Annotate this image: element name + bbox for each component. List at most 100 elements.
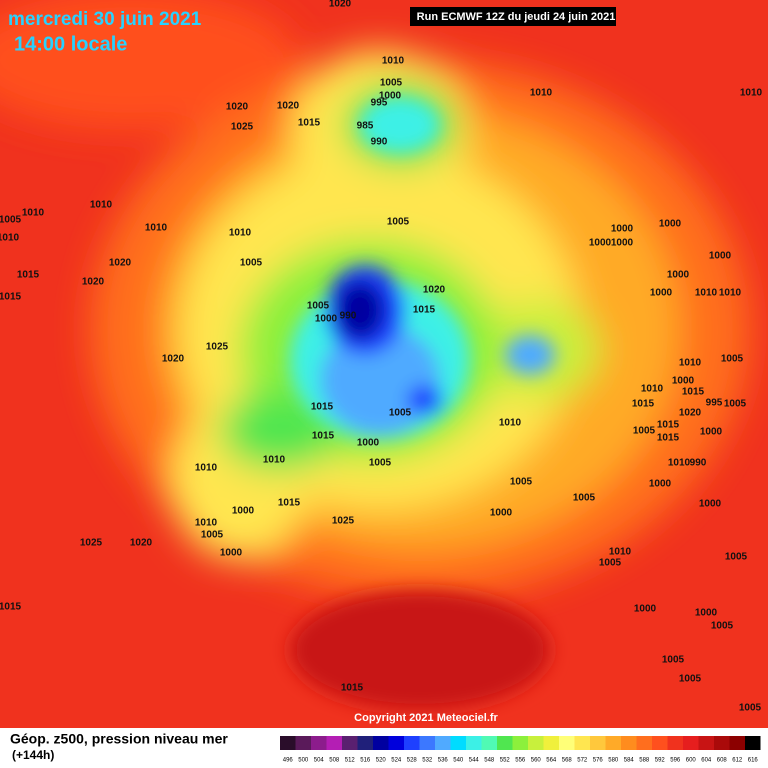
isobar-label: 1005 (510, 477, 533, 488)
isobar-label: 1000 (611, 238, 634, 249)
isobar-label: 1020 (679, 408, 702, 419)
isobar-label: 1005 (662, 655, 685, 666)
scale-swatch (373, 736, 389, 750)
isobar-label: 1020 (162, 354, 185, 365)
isobar-label: 985 (357, 121, 374, 132)
scale-label: 616 (748, 758, 759, 764)
scale-label: 512 (345, 758, 356, 764)
scale-label: 568 (562, 758, 573, 764)
time: 14:00 locale (14, 33, 127, 55)
isobar-label: 1010 (641, 384, 664, 395)
scale-swatch (435, 736, 451, 750)
isobar-label: 1000 (667, 270, 690, 281)
isobar-label: 1010 (695, 288, 718, 299)
isobar-label: 1020 (329, 0, 352, 10)
isobar-label: 1005 (599, 558, 622, 569)
scale-label: 608 (717, 758, 728, 764)
color-scale: 496 500 504 508 512 516 520 524 528 532 536 540 544 5… (280, 736, 761, 764)
scale-label: 504 (314, 758, 325, 764)
scale-label: 572 (577, 758, 588, 764)
isobar-label: 1020 (277, 101, 300, 112)
isobar-label: 1025 (332, 516, 355, 527)
isobar-label: 1005 (201, 530, 224, 541)
scale-label: 548 (484, 758, 495, 764)
scale-swatch (326, 736, 342, 750)
lead-time: (+144h) (12, 748, 54, 762)
isobar-label: 1025 (231, 122, 254, 133)
isobar-label: 1015 (311, 402, 334, 413)
isobar-label: 1000 (650, 288, 673, 299)
isobar-label: 1020 (423, 285, 446, 296)
isobar-label: 995 (371, 98, 388, 109)
isobar-label: 1000 (659, 219, 682, 230)
scale-swatch (295, 736, 311, 750)
scale-swatch (698, 736, 714, 750)
run-box (410, 7, 616, 26)
scale-swatch (512, 736, 528, 750)
scale-label: 592 (655, 758, 666, 764)
scale-swatch (466, 736, 482, 750)
scale-swatch (404, 736, 420, 750)
isobar-label: 1005 (739, 703, 762, 714)
isobar-label: 1000 (490, 508, 513, 519)
isobar-label: 1010 (530, 88, 553, 99)
isobar-label: 1010 (90, 200, 113, 211)
isobar-label: 1010 (229, 228, 252, 239)
isobar-label: 1010 (668, 458, 691, 469)
isobar-label: 1005 (573, 493, 596, 504)
isobar-label: 1010 (0, 233, 20, 244)
isobar-label: 1000 (357, 438, 380, 449)
isobar-label: 1000 (315, 314, 338, 325)
isobar-label: 1015 (341, 683, 364, 694)
isobar-label: 1025 (206, 342, 229, 353)
isobar-label: 1010 (195, 463, 218, 474)
scale-label: 532 (422, 758, 433, 764)
isobar-label: 1000 (232, 506, 255, 517)
scale-swatch (280, 736, 296, 750)
isobar-label: 1005 (721, 354, 744, 365)
isobar-label: 1015 (632, 399, 655, 410)
isobar-label: 1020 (82, 277, 105, 288)
scale-swatch (450, 736, 466, 750)
scale-label: 508 (329, 758, 340, 764)
isobar-label: 1020 (130, 538, 153, 549)
scale-swatch (745, 736, 761, 750)
copyright: Copyright 2021 Meteociel.fr (354, 712, 498, 724)
scale-swatch (621, 736, 637, 750)
isobar-label: 1000 (220, 548, 243, 559)
isobar-label: 1015 (413, 305, 436, 316)
isobar-label: 1005 (725, 552, 748, 563)
scale-label: 604 (701, 758, 712, 764)
scale-label: 580 (608, 758, 619, 764)
scale-label: 552 (500, 758, 511, 764)
scale-label: 536 (438, 758, 449, 764)
isobar-label: 1025 (80, 538, 103, 549)
scale-label: 600 (686, 758, 697, 764)
isobar-label: 1005 (240, 258, 263, 269)
field (0, 0, 768, 728)
scale-label: 596 (670, 758, 681, 764)
scale-swatch (636, 736, 652, 750)
scale-swatch (543, 736, 559, 750)
isobar-label: 1000 (695, 608, 718, 619)
isobar-label: 1010 (263, 455, 286, 466)
scale-swatch (590, 736, 606, 750)
isobar-label: 990 (340, 311, 357, 322)
isobar-label: 1005 (0, 215, 22, 226)
scale-label: 612 (732, 758, 743, 764)
isobar-label: 1010 (679, 358, 702, 369)
isobar-label: 990 (690, 458, 707, 469)
isobar-label: 1010 (499, 418, 522, 429)
scale-label: 520 (376, 758, 387, 764)
scale-label: 560 (531, 758, 542, 764)
isobar-label: 1000 (634, 604, 657, 615)
scale-swatch (683, 736, 699, 750)
scale-swatch (652, 736, 668, 750)
scale-swatch (388, 736, 404, 750)
isobar-label: 1015 (0, 602, 22, 613)
date: mercredi 30 juin 2021 (8, 9, 202, 30)
scale-label: 540 (453, 758, 464, 764)
isobar-label: 1010 (22, 208, 45, 219)
scale-label: 524 (391, 758, 402, 764)
scale-label: 584 (624, 758, 635, 764)
